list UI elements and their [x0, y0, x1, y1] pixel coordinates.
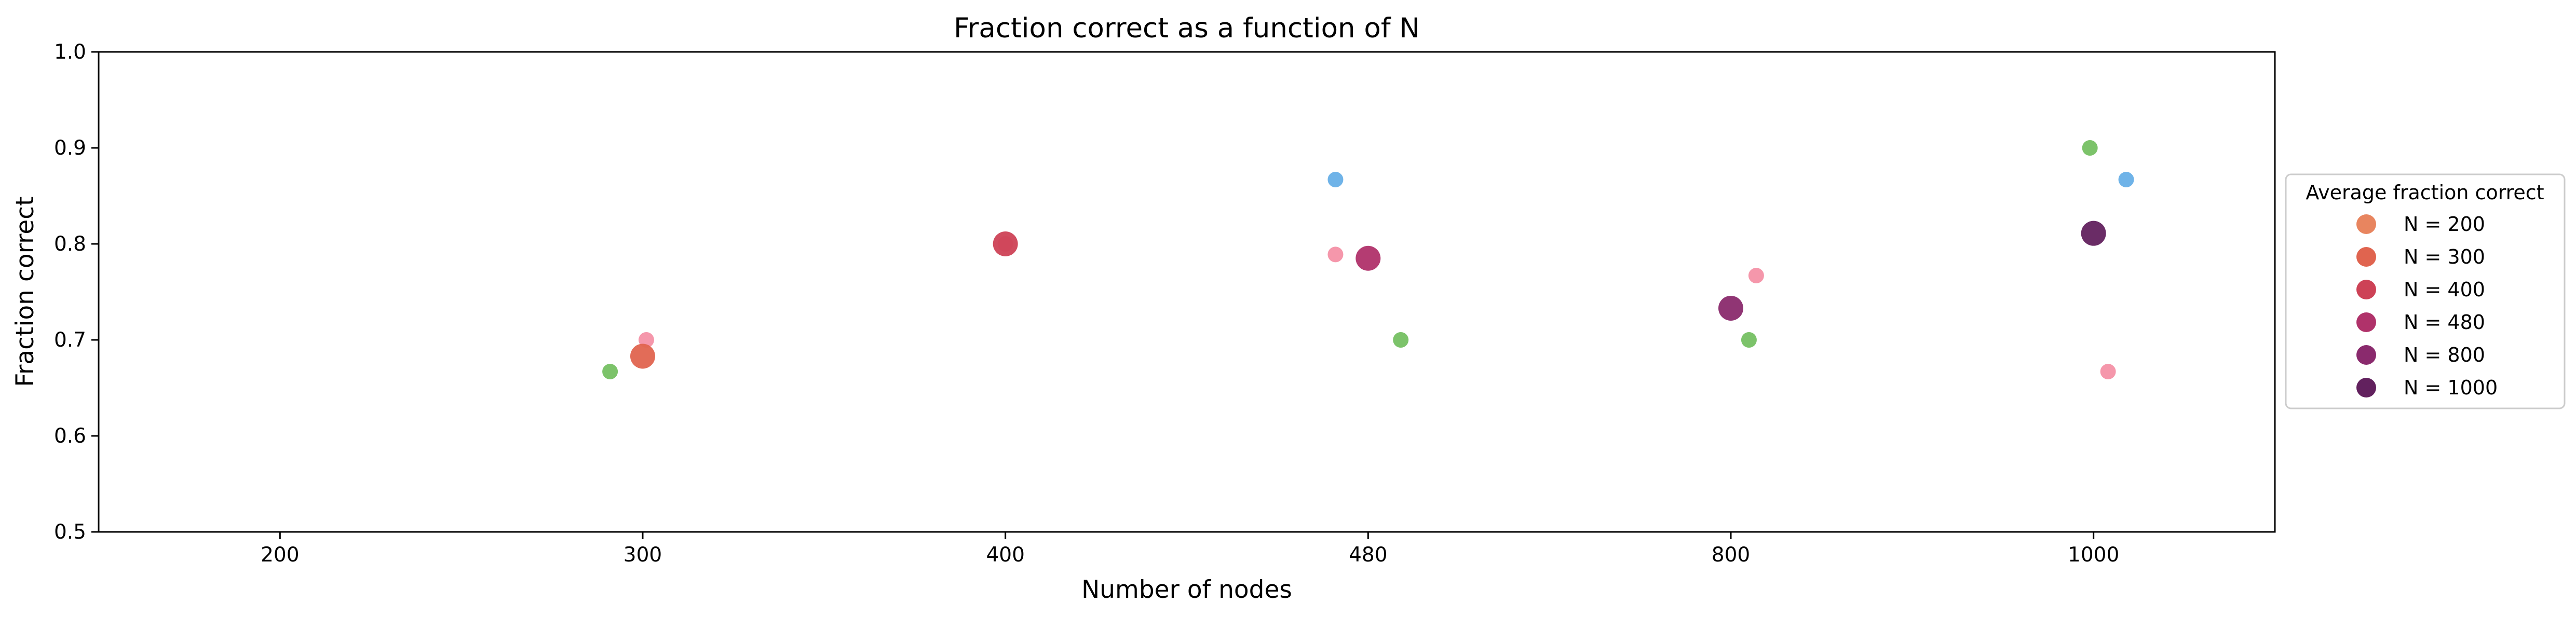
legend-label-4: N = 800: [2404, 344, 2485, 366]
x-tick-label-200: 200: [261, 543, 299, 567]
y-tick-label-0.8: 0.8: [54, 232, 86, 256]
legend-label-3: N = 480: [2404, 311, 2485, 334]
data-point-0: [602, 364, 618, 380]
data-point-4: [1327, 246, 1344, 263]
legend-label-2: N = 400: [2404, 278, 2485, 301]
legend-label-5: N = 1000: [2404, 376, 2498, 399]
data-point-9: [2118, 172, 2134, 188]
x-tick-label-400: 400: [986, 543, 1024, 567]
y-tick-label-1.0: 1.0: [54, 40, 86, 64]
average-point-400: [993, 231, 1018, 256]
x-tick-label-480: 480: [1349, 543, 1387, 567]
legend-marker-4: [2356, 345, 2376, 365]
data-point-3: [1327, 172, 1344, 188]
average-point-480: [1355, 245, 1381, 271]
x-axis-label: Number of nodes: [1081, 575, 1292, 604]
average-point-300: [630, 344, 655, 369]
legend-entries: N = 200 N = 300 N = 400 N = 480 N = 800 N = 1…: [2356, 213, 2498, 399]
data-point-8: [2082, 140, 2098, 156]
x-tick-label-1000: 1000: [2068, 543, 2119, 567]
data-point-10: [2100, 364, 2116, 380]
y-tick-label-0.5: 0.5: [54, 520, 86, 544]
legend-label-0: N = 200: [2404, 213, 2485, 236]
plot-layer: [602, 140, 2134, 380]
legend-marker-5: [2356, 378, 2376, 397]
legend-marker-1: [2356, 247, 2376, 267]
data-point-7: [1748, 268, 1764, 284]
average-point-1000: [2081, 221, 2106, 246]
legend-marker-3: [2356, 312, 2376, 332]
y-tick-label-0.7: 0.7: [54, 328, 86, 352]
legend-marker-2: [2356, 280, 2376, 299]
y-tick-label-0.9: 0.9: [54, 136, 86, 160]
y-tick-label-0.6: 0.6: [54, 424, 86, 448]
data-point-5: [1393, 332, 1409, 348]
axes-layer: 200 300 400 480 800 1000 0.5 0.6 0.7 0.8 0.9 1.0: [54, 40, 2119, 567]
plot-frame: [98, 51, 2276, 533]
chart-title: Fraction correct as a function of N: [954, 12, 1420, 44]
data-point-6: [1741, 332, 1757, 348]
average-point-800: [1718, 295, 1743, 321]
legend-label-1: N = 300: [2404, 245, 2485, 268]
legend-marker-0: [2356, 214, 2376, 234]
x-tick-label-300: 300: [623, 543, 662, 567]
x-tick-label-800: 800: [1712, 543, 1750, 567]
legend-title: Average fraction correct: [2306, 181, 2544, 204]
legend-box: [2285, 173, 2566, 409]
y-axis-label: Fraction correct: [11, 196, 39, 387]
